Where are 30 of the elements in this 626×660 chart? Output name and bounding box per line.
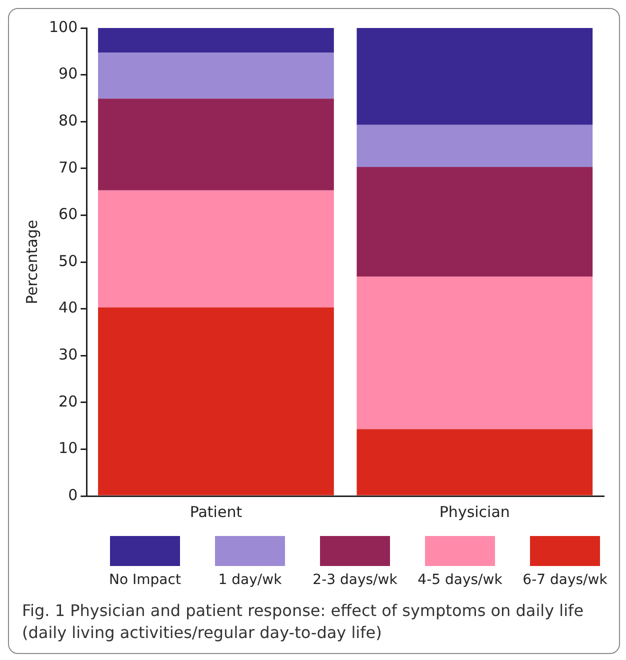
bar: [98, 98, 334, 190]
y-tick-label: 20: [58, 392, 78, 410]
y-tick-label: 10: [58, 439, 78, 458]
y-axis-title: Percentage: [22, 220, 41, 304]
y-tick-label: 40: [58, 298, 78, 317]
y-tick-label: 80: [58, 111, 78, 130]
y-tick-label: 30: [58, 345, 78, 364]
legend-label: 2-3 days/wk: [312, 572, 398, 588]
bar: [356, 166, 593, 277]
y-tick-label: 0: [68, 486, 78, 504]
bar: [356, 124, 593, 167]
caption: Fig. 1 Physician and patient response: effect of symptoms on daily life (daily living activities/regular day-to-day life): [22, 600, 585, 644]
legend-label: 4-5 days/wk: [418, 572, 502, 588]
bar: [98, 190, 334, 308]
bar: [356, 28, 593, 125]
legend-label: No Impact: [109, 572, 181, 588]
legend-label: 6-7 days/wk: [522, 572, 608, 588]
bar: [98, 28, 334, 53]
x-tick-label: Patient: [190, 502, 242, 521]
bar: [356, 276, 593, 430]
bar: [98, 307, 334, 496]
y-tick-label: 100: [48, 18, 78, 36]
y-tick-label: 70: [58, 158, 78, 176]
x-tick-label: Physician: [439, 502, 510, 521]
y-tick-label: 50: [58, 252, 78, 270]
y-tick-label: 90: [58, 64, 78, 83]
y-tick-label: 60: [58, 205, 78, 224]
bar: [356, 429, 593, 496]
bar: [98, 52, 334, 99]
legend-label: 1 day/wk: [218, 572, 282, 588]
